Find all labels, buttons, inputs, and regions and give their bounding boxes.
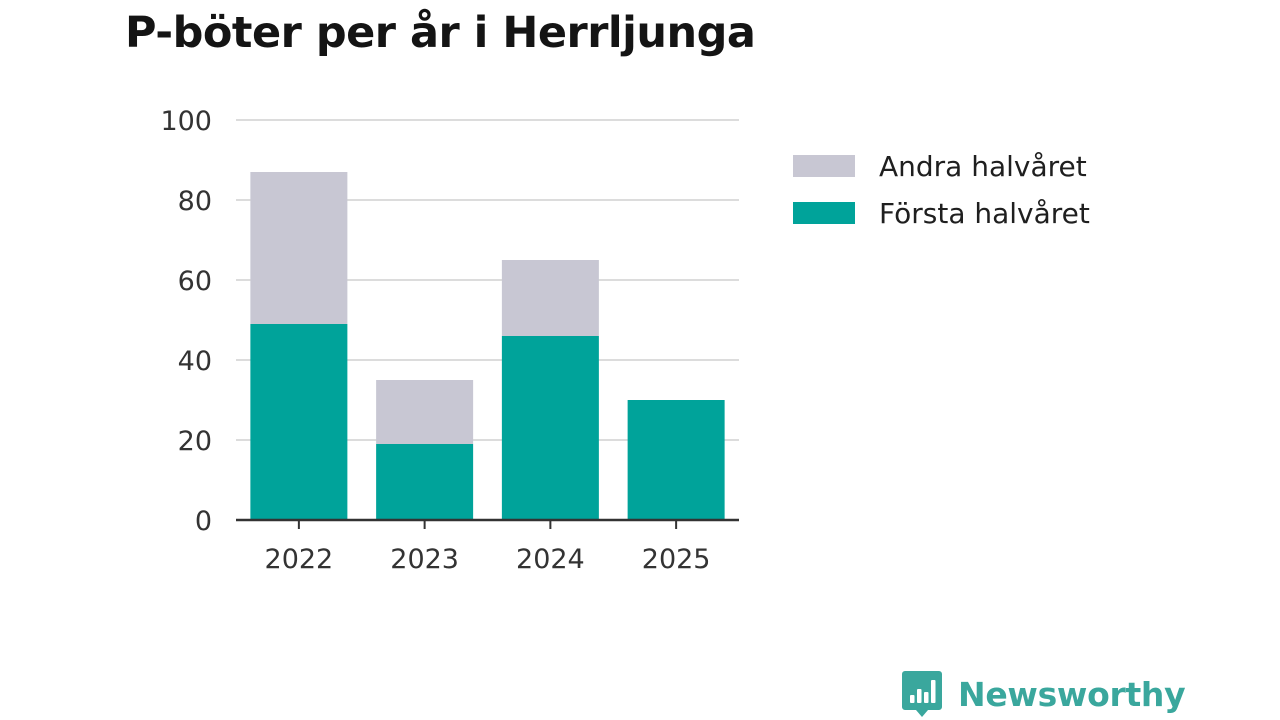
- legend-label: Första halvåret: [879, 197, 1090, 230]
- y-tick-label: 40: [178, 346, 212, 377]
- bar-segment: [501, 336, 599, 520]
- x-tick-label: 2022: [265, 544, 334, 575]
- x-tick-label: 2023: [390, 544, 459, 575]
- bar-segment: [250, 172, 348, 324]
- y-tick-label: 60: [178, 266, 212, 297]
- legend-swatch: [793, 202, 855, 224]
- newsworthy-logo: Newsworthy: [902, 670, 1186, 718]
- bar-chart-speech-bubble-icon: [902, 671, 942, 717]
- y-axis-ticks: 0 20 40 60 80 100: [160, 106, 212, 537]
- legend: Andra halvåret Första halvåret: [793, 150, 1090, 230]
- brand-name: Newsworthy: [958, 674, 1186, 714]
- chart-title: P-böter per år i Herrljunga: [125, 8, 756, 58]
- x-axis-ticks: 2022 2023 2024 2025: [265, 520, 711, 575]
- bar-segment: [250, 324, 348, 520]
- y-tick-label: 0: [195, 506, 212, 537]
- bar-segment: [627, 400, 725, 520]
- bar-segment: [501, 260, 599, 336]
- bar-segment: [376, 444, 474, 520]
- legend-label: Andra halvåret: [879, 150, 1087, 183]
- y-tick-label: 20: [178, 426, 212, 457]
- y-tick-label: 100: [160, 106, 212, 137]
- y-tick-label: 80: [178, 186, 212, 217]
- x-tick-label: 2025: [642, 544, 711, 575]
- bar-segment: [376, 380, 474, 444]
- bars: [250, 172, 725, 520]
- x-tick-label: 2024: [516, 544, 585, 575]
- legend-swatch: [793, 155, 855, 177]
